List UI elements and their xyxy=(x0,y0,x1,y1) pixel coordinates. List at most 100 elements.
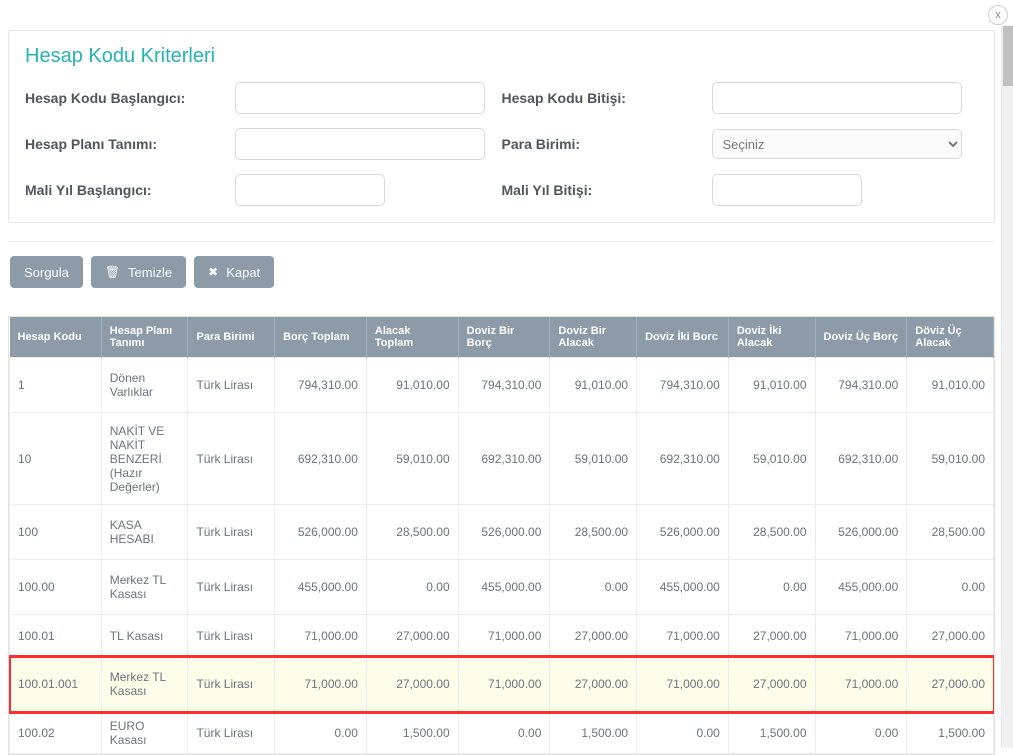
table-row[interactable]: 100.01.001Merkez TL KasasıTürk Lirası71,… xyxy=(10,657,994,712)
table-cell: 692,310.00 xyxy=(275,413,367,505)
year-end-label: Mali Yıl Bitişi: xyxy=(502,182,712,198)
table-cell: 526,000.00 xyxy=(458,505,550,560)
table-cell: TL Kasası xyxy=(101,615,188,657)
table-header-cell[interactable]: Döviz Üç Alacak xyxy=(907,317,994,358)
table-cell: 28,500.00 xyxy=(907,505,994,560)
table-cell: Türk Lirası xyxy=(188,358,275,413)
table-cell: KASA HESABI xyxy=(101,505,188,560)
table-row[interactable]: 100.01TL KasasıTürk Lirası71,000.0027,00… xyxy=(10,615,994,657)
table-cell: 91,010.00 xyxy=(366,358,458,413)
table-cell: Merkez TL Kasası xyxy=(101,560,188,615)
plan-input[interactable] xyxy=(235,128,485,160)
table-cell: 526,000.00 xyxy=(637,505,729,560)
table-cell: 794,310.00 xyxy=(458,358,550,413)
table-cell: Türk Lirası xyxy=(188,657,275,712)
table-cell: 455,000.00 xyxy=(458,560,550,615)
table-cell: 91,010.00 xyxy=(907,358,994,413)
close-button[interactable]: ✖ Kapat xyxy=(194,256,274,288)
table-cell: 27,000.00 xyxy=(728,615,815,657)
table-cell: 455,000.00 xyxy=(275,560,367,615)
table-row[interactable]: 100.02EURO KasasıTürk Lirası0.001,500.00… xyxy=(10,712,994,754)
table-row[interactable]: 100.00Merkez TL KasasıTürk Lirası455,000… xyxy=(10,560,994,615)
clear-button[interactable]: 🗑 Temizle xyxy=(91,256,186,288)
end-code-input[interactable] xyxy=(712,82,962,114)
table-cell: 692,310.00 xyxy=(458,413,550,505)
table-header-cell[interactable]: Alacak Toplam xyxy=(366,317,458,358)
table-cell: 100 xyxy=(10,505,102,560)
table-header-cell[interactable]: Doviz Bir Alacak xyxy=(550,317,637,358)
main-content: Hesap Kodu Kriterleri Hesap Kodu Başlang… xyxy=(8,30,995,748)
table-cell: 27,000.00 xyxy=(728,657,815,712)
table-cell: 71,000.00 xyxy=(275,615,367,657)
close-icon[interactable]: x xyxy=(988,5,1008,25)
year-start-input[interactable] xyxy=(235,174,385,206)
table-cell: Türk Lirası xyxy=(188,413,275,505)
table-cell: 28,500.00 xyxy=(550,505,637,560)
table-cell: 1 xyxy=(10,358,102,413)
table-cell: 526,000.00 xyxy=(815,505,907,560)
table-cell: 0.00 xyxy=(458,712,550,754)
table-header-cell[interactable]: Doviz Üç Borç xyxy=(815,317,907,358)
table-header-cell[interactable]: Borç Toplam xyxy=(275,317,367,358)
table-cell: 59,010.00 xyxy=(728,413,815,505)
year-start-label: Mali Yıl Başlangıcı: xyxy=(25,182,235,198)
table-header-cell[interactable]: Doviz İki Borc xyxy=(637,317,729,358)
results-table-wrap: Hesap KoduHesap Planı TanımıPara BirimiB… xyxy=(8,316,995,755)
close-x-icon: ✖ xyxy=(208,265,218,279)
trash-icon: 🗑 xyxy=(105,265,120,279)
table-cell: 71,000.00 xyxy=(275,657,367,712)
clear-button-label: Temizle xyxy=(128,265,172,280)
table-cell: 0.00 xyxy=(366,560,458,615)
table-row[interactable]: 100KASA HESABITürk Lirası526,000.0028,50… xyxy=(10,505,994,560)
year-end-input[interactable] xyxy=(712,174,862,206)
results-table: Hesap KoduHesap Planı TanımıPara BirimiB… xyxy=(9,317,994,754)
table-cell: 71,000.00 xyxy=(458,657,550,712)
query-button-label: Sorgula xyxy=(24,265,69,280)
table-cell: 27,000.00 xyxy=(907,615,994,657)
currency-select[interactable]: Seçiniz xyxy=(712,129,962,159)
end-code-label: Hesap Kodu Bitişi: xyxy=(502,90,712,106)
table-cell: 28,500.00 xyxy=(366,505,458,560)
table-cell: Türk Lirası xyxy=(188,615,275,657)
table-header-cell[interactable]: Hesap Kodu xyxy=(10,317,102,358)
table-cell: 27,000.00 xyxy=(366,615,458,657)
table-cell: 0.00 xyxy=(907,560,994,615)
table-cell: 71,000.00 xyxy=(637,615,729,657)
table-row[interactable]: 1Dönen VarlıklarTürk Lirası794,310.0091,… xyxy=(10,358,994,413)
table-cell: 794,310.00 xyxy=(275,358,367,413)
table-row[interactable]: 10NAKİT VE NAKİT BENZERİ (Hazır Değerler… xyxy=(10,413,994,505)
table-cell: 1,500.00 xyxy=(366,712,458,754)
table-cell: 71,000.00 xyxy=(637,657,729,712)
table-cell: 27,000.00 xyxy=(550,615,637,657)
table-header-cell[interactable]: Doviz İki Alacak xyxy=(728,317,815,358)
table-cell: 0.00 xyxy=(550,560,637,615)
table-cell: 100.01 xyxy=(10,615,102,657)
button-row: Sorgula 🗑 Temizle ✖ Kapat xyxy=(8,256,995,288)
table-cell: 692,310.00 xyxy=(815,413,907,505)
table-cell: Türk Lirası xyxy=(188,560,275,615)
table-cell: EURO Kasası xyxy=(101,712,188,754)
table-header-cell[interactable]: Para Birimi xyxy=(188,317,275,358)
table-cell: 100.02 xyxy=(10,712,102,754)
query-button[interactable]: Sorgula xyxy=(10,256,83,288)
table-header-cell[interactable]: Hesap Planı Tanımı xyxy=(101,317,188,358)
table-cell: 0.00 xyxy=(637,712,729,754)
table-cell: 71,000.00 xyxy=(458,615,550,657)
table-cell: NAKİT VE NAKİT BENZERİ (Hazır Değerler) xyxy=(101,413,188,505)
table-header-cell[interactable]: Doviz Bir Borç xyxy=(458,317,550,358)
table-cell: 71,000.00 xyxy=(815,615,907,657)
divider xyxy=(8,241,995,242)
table-cell: 526,000.00 xyxy=(275,505,367,560)
table-cell: 0.00 xyxy=(275,712,367,754)
table-cell: Merkez TL Kasası xyxy=(101,657,188,712)
start-code-input[interactable] xyxy=(235,82,485,114)
vertical-scrollbar[interactable] xyxy=(1001,25,1013,748)
table-cell: Türk Lirası xyxy=(188,712,275,754)
criteria-title: Hesap Kodu Kriterleri xyxy=(25,45,978,68)
table-cell: 455,000.00 xyxy=(637,560,729,615)
table-cell: 27,000.00 xyxy=(550,657,637,712)
table-cell: 91,010.00 xyxy=(550,358,637,413)
table-cell: 1,500.00 xyxy=(907,712,994,754)
scrollbar-thumb[interactable] xyxy=(1003,26,1013,86)
start-code-label: Hesap Kodu Başlangıcı: xyxy=(25,90,235,106)
